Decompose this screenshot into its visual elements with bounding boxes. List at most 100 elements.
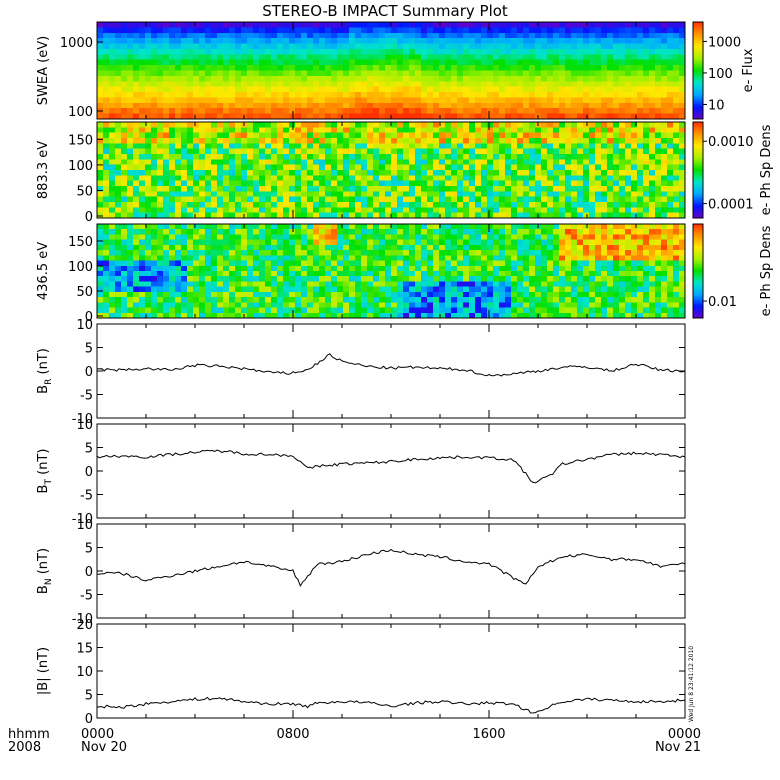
heatmap-cell — [331, 81, 338, 88]
heatmap-cell — [475, 276, 482, 283]
heatmap-cell — [295, 307, 302, 314]
heatmap-cell — [313, 229, 320, 236]
heatmap-cell — [379, 108, 386, 115]
heatmap-cell — [379, 250, 386, 256]
heatmap-cell — [421, 271, 428, 277]
heatmap-cell — [577, 164, 584, 171]
heatmap-cell — [157, 312, 164, 319]
heatmap-cell — [277, 224, 284, 230]
heatmap-cell — [607, 75, 614, 82]
heatmap-cell — [115, 271, 122, 277]
heatmap-cell — [493, 265, 500, 272]
heatmap-cell — [253, 207, 260, 214]
heatmap-cell — [211, 122, 218, 128]
heatmap-cell — [523, 43, 530, 50]
heatmap-cell — [355, 276, 362, 283]
heatmap-cell — [289, 54, 296, 61]
heatmap-cell — [361, 260, 368, 267]
heatmap-cell — [427, 48, 434, 55]
heatmap-cell — [199, 22, 206, 28]
heatmap-cell — [349, 48, 356, 55]
heatmap-cell — [217, 175, 224, 182]
heatmap-cell — [427, 164, 434, 171]
heatmap-cell — [259, 170, 266, 176]
heatmap-cell — [595, 108, 602, 115]
heatmap-cell — [211, 148, 218, 155]
heatmap-cell — [163, 54, 170, 61]
heatmap-cell — [373, 175, 380, 182]
heatmap-cell — [409, 75, 416, 82]
heatmap-cell — [139, 291, 146, 298]
heatmap-cell — [295, 159, 302, 166]
heatmap-cell — [457, 48, 464, 55]
heatmap-cell — [235, 302, 242, 309]
heatmap-cell — [679, 154, 686, 160]
heatmap-cell — [181, 27, 188, 34]
heatmap-cell — [343, 132, 350, 139]
heatmap-cell — [97, 75, 104, 82]
heatmap-cell — [409, 271, 416, 277]
heatmap-cell — [235, 86, 242, 93]
heatmap-cell — [553, 81, 560, 88]
heatmap-cell — [211, 286, 218, 293]
heatmap-cell — [553, 70, 560, 77]
heatmap-cell — [673, 59, 680, 66]
heatmap-cell — [613, 191, 620, 198]
heatmap-cell — [517, 312, 524, 319]
heatmap-cell — [631, 170, 638, 176]
heatmap-cell — [349, 175, 356, 182]
heatmap-cell — [133, 54, 140, 61]
heatmap-cell — [607, 127, 614, 134]
heatmap-cell — [613, 196, 620, 203]
heatmap-cell — [109, 212, 116, 219]
heatmap-cell — [223, 148, 230, 155]
heatmap-cell — [289, 175, 296, 182]
heatmap-cell — [337, 281, 344, 288]
heatmap-cell — [247, 186, 254, 192]
heatmap-cell — [133, 132, 140, 139]
heatmap-cell — [655, 27, 662, 34]
heatmap-cell — [97, 113, 104, 120]
heatmap-cell — [469, 170, 476, 176]
heatmap-cell — [217, 291, 224, 298]
heatmap-cell — [583, 86, 590, 93]
heatmap-cell — [601, 38, 608, 45]
heatmap-cell — [481, 297, 488, 303]
heatmap-cell — [547, 92, 554, 99]
heatmap-cell — [415, 234, 422, 241]
heatmap-cell — [577, 38, 584, 45]
heatmap-cell — [337, 260, 344, 267]
heatmap-cell — [325, 175, 332, 182]
heatmap-cell — [163, 276, 170, 283]
heatmap-cell — [439, 27, 446, 34]
heatmap-cell — [181, 143, 188, 150]
heatmap-cell — [313, 138, 320, 144]
heatmap-cell — [301, 164, 308, 171]
heatmap-cell — [415, 22, 422, 28]
heatmap-cell — [439, 113, 446, 120]
heatmap-cell — [109, 244, 116, 251]
heatmap-cell — [541, 207, 548, 214]
heatmap-cell — [475, 307, 482, 314]
heatmap-cell — [463, 180, 470, 187]
heatmap-cell — [409, 302, 416, 309]
heatmap-cell — [325, 271, 332, 277]
heatmap-cell — [277, 229, 284, 236]
heatmap-cell — [259, 229, 266, 236]
heatmap-cell — [499, 175, 506, 182]
heatmap-cell — [553, 127, 560, 134]
heatmap-cell — [559, 81, 566, 88]
heatmap-cell — [187, 43, 194, 50]
heatmap-cell — [667, 22, 674, 28]
heatmap-cell — [487, 207, 494, 214]
heatmap-cell — [643, 175, 650, 182]
heatmap-cell — [157, 54, 164, 61]
heatmap-cell — [589, 170, 596, 176]
heatmap-cell — [151, 81, 158, 88]
heatmap-cell — [385, 102, 392, 109]
heatmap-cell — [331, 239, 338, 246]
heatmap-cell — [259, 286, 266, 293]
heatmap-cell — [667, 27, 674, 34]
heatmap-cell — [277, 65, 284, 72]
heatmap-cell — [205, 92, 212, 99]
